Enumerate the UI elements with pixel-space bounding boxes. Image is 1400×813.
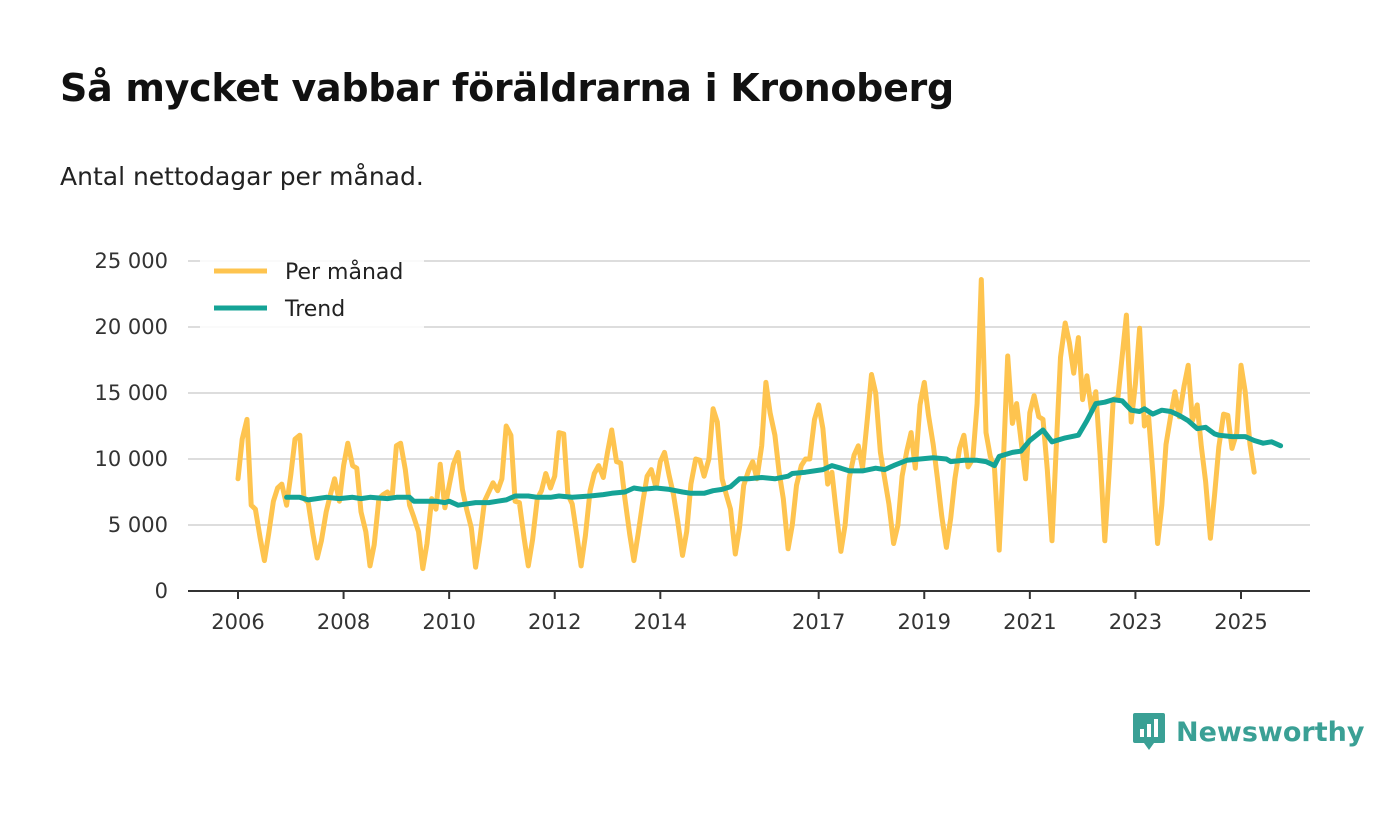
y-tick-label: 5 000 <box>108 513 168 537</box>
y-tick-label: 15 000 <box>95 381 168 405</box>
y-tick-label: 10 000 <box>95 447 168 471</box>
brand-logo: Newsworthy <box>1132 712 1364 752</box>
x-tick-label: 2014 <box>634 610 687 634</box>
x-tick-label: 2010 <box>422 610 475 634</box>
x-tick-label: 2023 <box>1109 610 1162 634</box>
brand-name: Newsworthy <box>1176 716 1365 748</box>
legend-label: Per månad <box>285 259 403 285</box>
chart-subtitle: Antal nettodagar per månad. <box>60 162 424 191</box>
x-tick-label: 2012 <box>528 610 581 634</box>
y-tick-label: 20 000 <box>95 315 168 339</box>
series-line-trend <box>284 397 1284 508</box>
x-tick-label: 2021 <box>1003 610 1056 634</box>
x-tick-label: 2008 <box>317 610 370 634</box>
x-tick-label: 2025 <box>1214 610 1267 634</box>
legend-background <box>200 256 424 328</box>
legend-label: Trend <box>284 297 345 322</box>
legend: Per månad Trend <box>200 256 424 328</box>
y-tick-label: 0 <box>155 579 168 603</box>
x-axis-ticks: 2006 2008 2010 2012 2014 2017 2019 2021 2023 2025 <box>211 591 1268 634</box>
x-tick-label: 2019 <box>898 610 951 634</box>
x-tick-label: 2017 <box>792 610 845 634</box>
series-group <box>235 277 1284 572</box>
y-tick-label: 25 000 <box>95 249 168 273</box>
x-tick-label: 2006 <box>211 610 264 634</box>
chart-title: Så mycket vabbar föräldrarna i Kronoberg <box>60 66 954 110</box>
newsworthy-logo-icon <box>1133 713 1165 750</box>
y-axis-ticks: 0 5 000 10 000 15 000 20 000 25 000 <box>95 249 168 603</box>
